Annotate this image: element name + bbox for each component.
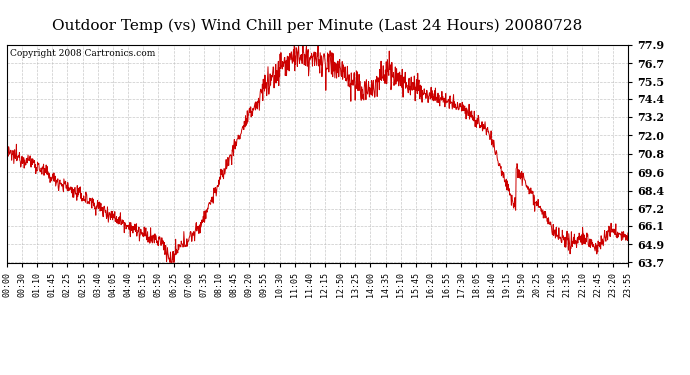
Text: Outdoor Temp (vs) Wind Chill per Minute (Last 24 Hours) 20080728: Outdoor Temp (vs) Wind Chill per Minute … xyxy=(52,19,582,33)
Text: Copyright 2008 Cartronics.com: Copyright 2008 Cartronics.com xyxy=(10,50,155,58)
